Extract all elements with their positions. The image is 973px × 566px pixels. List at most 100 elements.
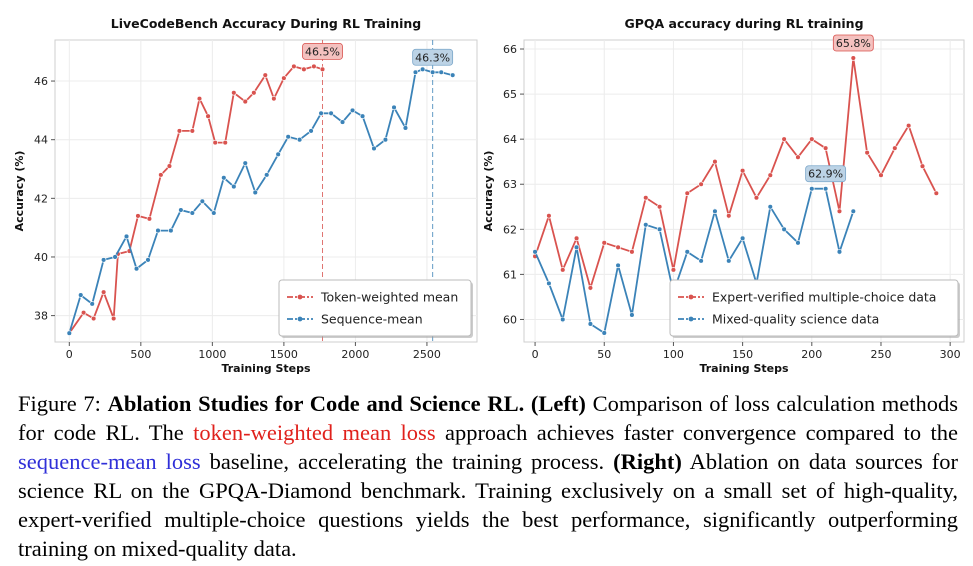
y-tick-label: 40 <box>34 251 48 264</box>
data-point <box>767 172 774 178</box>
data-point <box>419 66 426 73</box>
data-point <box>90 315 97 322</box>
data-point <box>822 145 829 151</box>
livecodebench-chart: 0 500 1000 1500 2000 2500 38 40 42 44 46 LiveCodeBe… <box>13 16 478 375</box>
data-point <box>656 204 663 210</box>
y-tick-label: 63 <box>503 178 517 191</box>
x-tick-label: 2000 <box>341 348 369 361</box>
annotation-box <box>412 48 454 66</box>
data-point <box>643 195 649 201</box>
chart-title: GPQA accuracy during RL training <box>624 16 863 31</box>
caption-left-label: (Left) <box>530 391 586 416</box>
y-tick-label: 64 <box>503 133 517 146</box>
data-point <box>212 139 218 146</box>
data-point <box>919 163 926 169</box>
data-point <box>296 136 303 143</box>
data-point <box>726 258 732 264</box>
data-point <box>739 235 746 242</box>
data-point <box>311 63 317 70</box>
annotation-box <box>805 165 847 183</box>
data-point <box>809 185 815 192</box>
caption-text-2: approach achieves faster convergence com… <box>444 420 958 445</box>
caption-figure-label: Figure 7: <box>18 391 101 416</box>
y-axis-label: Accuracy (%) <box>13 151 26 232</box>
data-point <box>123 233 130 240</box>
caption-text-3: baseline, accelerating the training proc… <box>209 449 605 474</box>
y-tick-label: 38 <box>34 310 48 323</box>
data-point <box>615 262 621 269</box>
data-point <box>371 145 377 152</box>
data-point <box>767 204 774 210</box>
figure-caption: Figure 7: Ablation Studies for Code and … <box>18 389 958 563</box>
caption-bold-title: Ablation Studies for Code and Science RL… <box>107 391 525 416</box>
data-point <box>178 207 184 213</box>
data-point <box>189 210 196 216</box>
legend-label: Expert-verified multiple-choice data <box>712 290 936 305</box>
data-point <box>601 330 608 336</box>
data-point <box>629 249 635 255</box>
data-point <box>158 172 164 178</box>
data-point <box>573 244 580 251</box>
data-point <box>176 128 183 134</box>
legend-label: Sequence-mean <box>321 312 423 327</box>
data-point <box>100 289 107 295</box>
legend-marker <box>688 316 694 322</box>
x-tick-label: 250 <box>870 348 891 361</box>
data-point <box>684 249 691 255</box>
data-point <box>726 213 732 219</box>
data-point <box>301 66 307 73</box>
data-point <box>231 183 237 190</box>
data-point <box>262 72 269 78</box>
data-point <box>100 257 107 263</box>
data-point <box>449 72 456 78</box>
data-point <box>189 128 196 134</box>
data-point <box>112 254 118 260</box>
data-point <box>822 185 829 192</box>
data-point <box>359 113 366 119</box>
data-point <box>587 285 594 291</box>
legend-label: Token-weighted mean <box>320 290 458 305</box>
data-point <box>656 226 663 233</box>
data-point <box>795 240 801 246</box>
y-tick-label: 42 <box>34 192 48 205</box>
data-point <box>318 110 324 117</box>
data-point <box>684 190 691 197</box>
x-tick-label: 200 <box>801 348 822 361</box>
data-point <box>242 98 249 105</box>
data-point <box>339 119 346 125</box>
data-point <box>712 208 718 215</box>
x-axis-label: Training Steps <box>699 362 789 375</box>
data-point <box>670 267 677 273</box>
data-point <box>89 301 95 307</box>
data-point <box>211 210 217 216</box>
data-point <box>205 113 211 119</box>
data-point <box>438 69 444 76</box>
data-point <box>836 249 843 255</box>
data-point <box>615 244 621 251</box>
data-point <box>291 63 297 70</box>
data-point <box>878 172 884 178</box>
data-point <box>587 321 594 327</box>
data-point <box>601 240 608 246</box>
data-point <box>221 175 227 181</box>
x-tick-label: 0 <box>66 348 73 361</box>
data-point <box>429 69 436 76</box>
data-point <box>168 227 174 234</box>
annotation-label: 46.3% <box>415 51 450 64</box>
caption-red-term: token-weighted mean loss <box>193 420 436 445</box>
figure-charts: 0 500 1000 1500 2000 25003840424446LiveCodeBe… <box>13 16 965 375</box>
data-point <box>559 316 566 323</box>
legend-box <box>278 279 472 337</box>
data-point <box>145 257 151 263</box>
annotation-label: 46.5% <box>305 45 340 58</box>
data-point <box>133 265 140 272</box>
annotation-box <box>302 42 343 60</box>
y-tick-label: 46 <box>34 75 48 88</box>
data-point <box>328 110 334 117</box>
data-point <box>196 95 203 102</box>
y-tick-label: 66 <box>503 43 517 56</box>
annotation-box <box>832 34 874 52</box>
data-point <box>80 309 87 316</box>
x-tick-label: 300 <box>940 348 961 361</box>
y-tick-label: 65 <box>503 88 517 101</box>
